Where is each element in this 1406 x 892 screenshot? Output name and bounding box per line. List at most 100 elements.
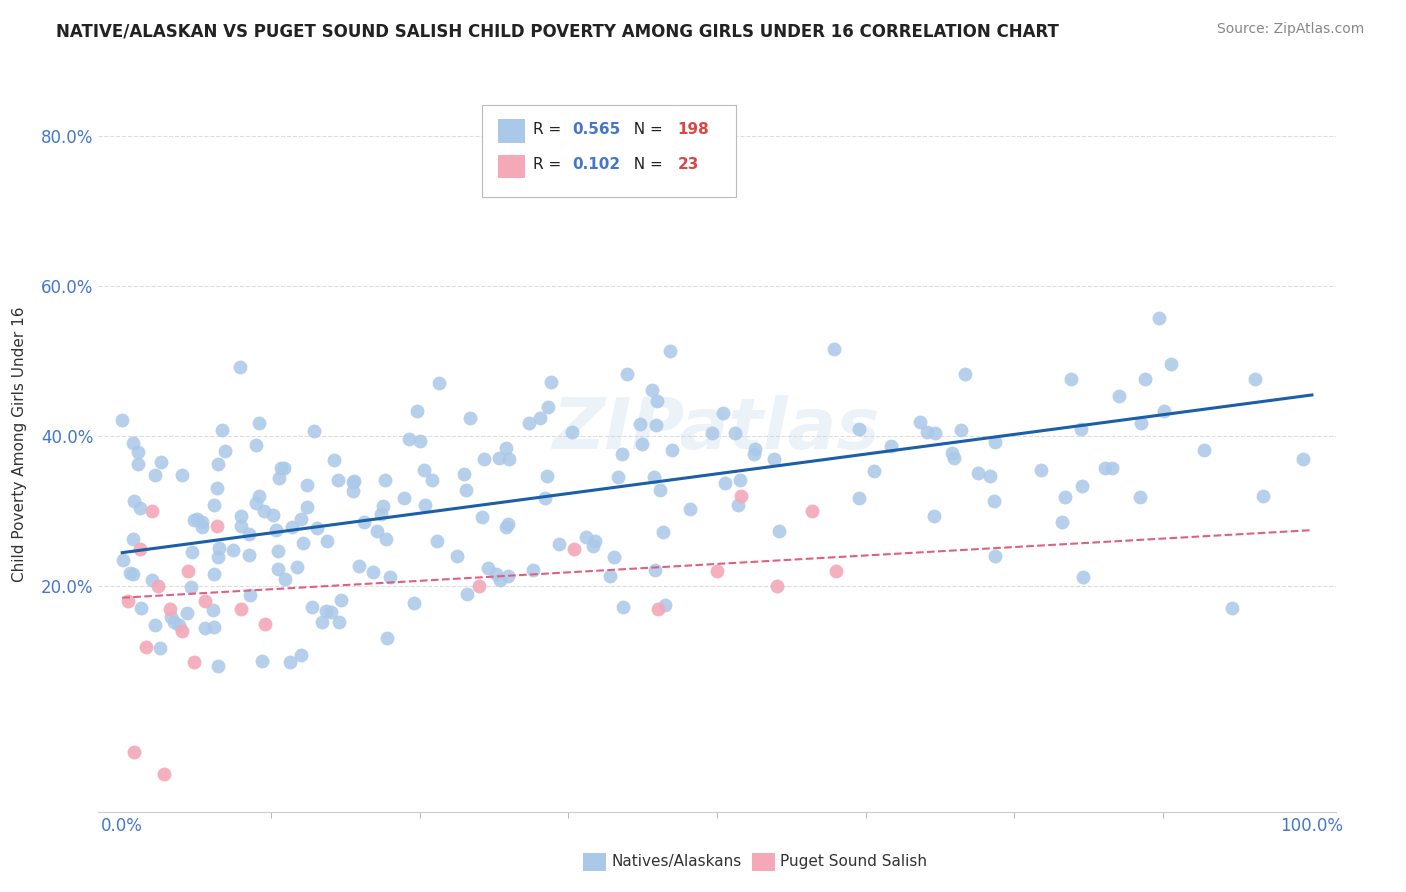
Point	[122, 493, 145, 508]
Point	[522, 563, 544, 577]
Point	[453, 467, 475, 481]
Point	[631, 437, 654, 451]
Point	[1029, 463, 1052, 477]
Point	[1243, 372, 1265, 386]
Point	[454, 483, 477, 497]
Point	[647, 602, 669, 616]
Point	[122, 533, 145, 547]
Point	[128, 501, 150, 516]
Point	[186, 512, 208, 526]
Point	[398, 432, 420, 446]
Point	[207, 519, 229, 533]
Point	[1292, 451, 1315, 466]
Point	[1220, 601, 1243, 615]
Point	[342, 475, 364, 489]
Point	[1071, 479, 1094, 493]
Point	[1094, 461, 1116, 475]
Point	[650, 483, 672, 498]
Point	[207, 549, 229, 564]
Point	[724, 425, 747, 440]
Point	[983, 494, 1005, 508]
Point	[146, 579, 169, 593]
Point	[1108, 389, 1130, 403]
Point	[848, 491, 870, 506]
Point	[304, 424, 326, 438]
Point	[208, 541, 231, 555]
Point	[628, 417, 651, 432]
Point	[641, 384, 664, 398]
Point	[278, 655, 301, 669]
Point	[801, 504, 824, 518]
Point	[863, 464, 886, 478]
Point	[342, 483, 364, 498]
Point	[231, 509, 253, 524]
Point	[141, 504, 163, 518]
Point	[253, 504, 276, 518]
Point	[194, 621, 217, 635]
Point	[141, 573, 163, 587]
Point	[183, 513, 205, 527]
Point	[207, 457, 229, 471]
Point	[167, 618, 190, 632]
Point	[562, 541, 585, 556]
Point	[127, 457, 149, 471]
Text: Source: ZipAtlas.com: Source: ZipAtlas.com	[1216, 22, 1364, 37]
Point	[207, 659, 229, 673]
Text: 23: 23	[678, 157, 699, 172]
Point	[143, 468, 166, 483]
Point	[647, 393, 669, 408]
Point	[361, 566, 384, 580]
Point	[129, 601, 152, 615]
Point	[127, 445, 149, 459]
Point	[129, 541, 152, 556]
Point	[1153, 404, 1175, 418]
Point	[1050, 515, 1073, 529]
Point	[468, 579, 491, 593]
Point	[328, 615, 350, 629]
Point	[1129, 490, 1152, 504]
Point	[366, 524, 388, 539]
Point	[290, 648, 312, 663]
Point	[149, 641, 172, 656]
Point	[122, 745, 145, 759]
Point	[825, 565, 848, 579]
Point	[143, 617, 166, 632]
Point	[496, 569, 519, 583]
Point	[202, 498, 225, 512]
Point	[823, 342, 845, 356]
FancyBboxPatch shape	[482, 105, 735, 197]
FancyBboxPatch shape	[498, 154, 526, 178]
Point	[427, 376, 450, 390]
Point	[603, 550, 626, 565]
Point	[245, 438, 267, 452]
Point	[702, 425, 724, 440]
Text: 0.565: 0.565	[572, 122, 620, 137]
Bar	[583, 853, 606, 871]
Point	[711, 406, 734, 420]
Point	[943, 451, 966, 466]
Point	[170, 624, 193, 639]
Point	[211, 424, 233, 438]
Point	[1101, 461, 1123, 475]
Point	[651, 524, 673, 539]
Point	[458, 411, 481, 425]
Point	[575, 530, 598, 544]
Point	[612, 599, 634, 614]
Point	[160, 609, 183, 624]
Point	[644, 563, 666, 577]
Point	[202, 566, 225, 581]
Point	[477, 561, 499, 575]
Point	[183, 655, 205, 669]
Point	[730, 489, 752, 503]
Point	[599, 568, 621, 582]
Point	[247, 416, 270, 430]
Point	[253, 617, 276, 632]
Point	[222, 543, 245, 558]
Point	[405, 403, 427, 417]
Text: R =: R =	[533, 157, 565, 172]
Point	[290, 512, 312, 526]
Point	[252, 654, 274, 668]
Point	[744, 442, 766, 456]
Point	[643, 470, 665, 484]
Point	[270, 460, 292, 475]
